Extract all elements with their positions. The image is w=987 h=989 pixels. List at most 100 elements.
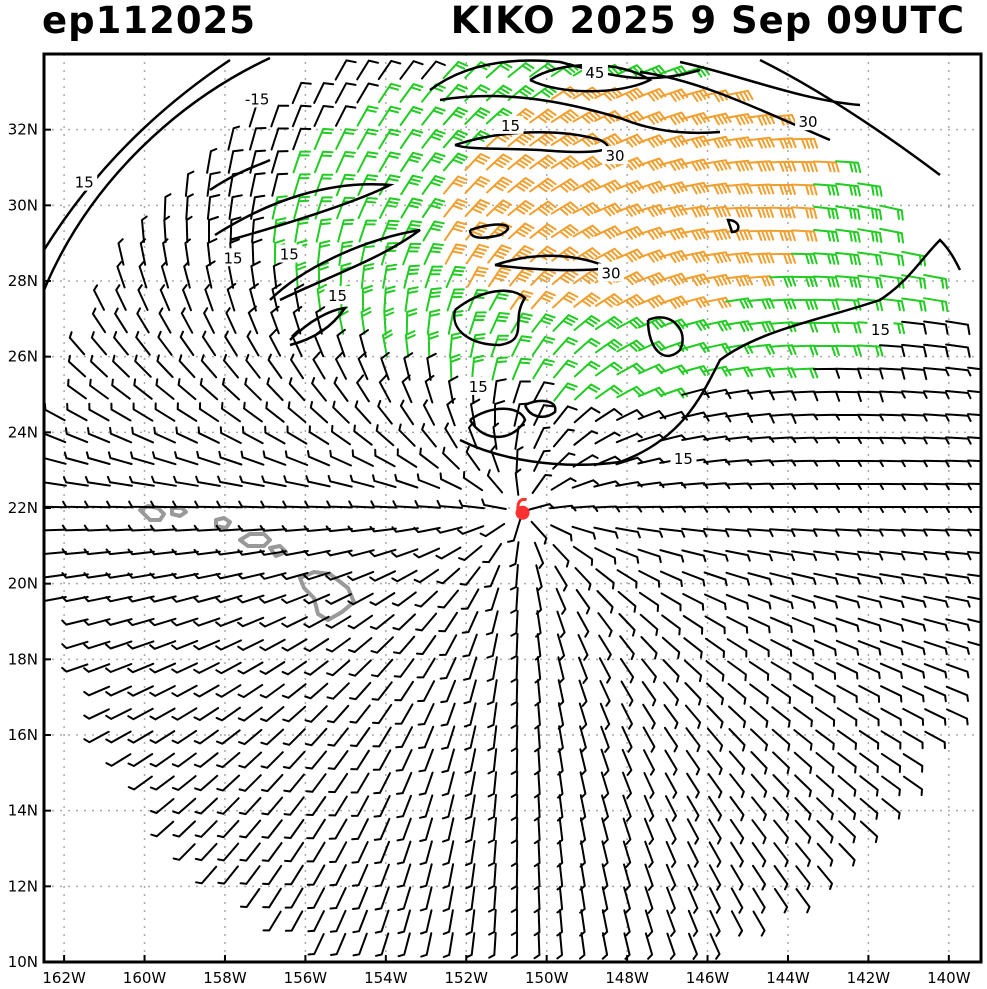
- wind-barb: [105, 663, 133, 673]
- wind-barb: [596, 590, 614, 614]
- wind-barb: [681, 65, 710, 78]
- wind-barb: [449, 353, 461, 381]
- contour-label: 45: [585, 64, 604, 82]
- wind-barb: [349, 727, 371, 747]
- wind-barb: [392, 500, 419, 509]
- wind-barb: [439, 634, 458, 656]
- wind-barb: [327, 750, 349, 770]
- wind-barb: [901, 595, 927, 608]
- wind-barb: [446, 397, 456, 427]
- lat-tick-label: 12N: [8, 877, 38, 895]
- wind-barb: [237, 525, 265, 532]
- wind-barb: [533, 863, 541, 891]
- wind-barb: [616, 316, 645, 330]
- wind-barb: [791, 528, 818, 537]
- wind-barb: [404, 286, 419, 312]
- wind-barb: [460, 588, 480, 610]
- wind-barb: [615, 203, 645, 217]
- wind-barb: [510, 587, 519, 614]
- wind-barb: [703, 571, 728, 587]
- wind-barb: [601, 932, 609, 960]
- wind-barb: [402, 242, 422, 266]
- wind-barb: [127, 524, 155, 532]
- wind-barb: [573, 337, 601, 355]
- wind-barb: [326, 659, 351, 677]
- wind-barb: [681, 88, 710, 103]
- wind-barb: [703, 274, 732, 287]
- wind-barb: [183, 261, 191, 289]
- wind-barb: [171, 707, 198, 721]
- wind-barb: [238, 796, 262, 816]
- wind-barb: [259, 594, 287, 604]
- wind-barb: [369, 592, 396, 606]
- wind-barb: [637, 134, 667, 148]
- contour-label-bg: [497, 115, 524, 134]
- wind-barb: [510, 679, 519, 706]
- wind-barb: [533, 541, 545, 569]
- wind-barb: [392, 613, 416, 631]
- wind-barb: [44, 479, 67, 487]
- wind-barb: [641, 658, 657, 683]
- wind-barb: [284, 887, 304, 909]
- wind-barb: [221, 401, 241, 423]
- wind-barb: [879, 528, 906, 537]
- wind-barb: [282, 728, 306, 746]
- wind-barb: [176, 402, 198, 422]
- wind-barb: [838, 843, 856, 867]
- wind-barb: [134, 354, 152, 378]
- wind-barb: [329, 909, 347, 933]
- wind-barb: [879, 344, 906, 357]
- wind-barb: [442, 840, 455, 866]
- wind-barb: [127, 617, 155, 627]
- wind-barb: [440, 679, 457, 704]
- contour-label-bg: [324, 286, 351, 305]
- wind-barb: [172, 820, 196, 838]
- wind-barb: [813, 321, 840, 334]
- contour-line: [726, 218, 740, 234]
- wind-barb: [729, 773, 745, 799]
- wind-barb: [397, 932, 411, 958]
- wind-barb: [616, 569, 638, 589]
- contour-label: 30: [601, 264, 620, 282]
- wind-barb: [193, 639, 221, 651]
- wind-barb: [643, 772, 655, 799]
- wind-barb: [813, 298, 840, 311]
- wind-barb: [813, 183, 840, 196]
- wind-barb: [623, 863, 631, 891]
- wind-barb: [557, 702, 565, 730]
- wind-barb: [706, 727, 724, 752]
- wind-barb: [347, 592, 374, 606]
- wind-barb: [622, 771, 632, 799]
- wind-barb: [835, 595, 861, 609]
- wind-barb: [398, 423, 416, 447]
- wind-barb: [351, 449, 374, 467]
- wind-barb: [794, 819, 812, 844]
- wind-barb: [725, 389, 754, 400]
- island-outline: [238, 532, 272, 548]
- contour-label: 15: [469, 378, 488, 396]
- wind-barb: [703, 412, 732, 423]
- wind-barb: [687, 841, 699, 868]
- wind-barb: [371, 681, 393, 701]
- lat-tick-label: 24N: [8, 423, 38, 441]
- wind-barb: [600, 725, 610, 753]
- wind-barb: [215, 661, 242, 675]
- wind-barb: [284, 841, 305, 863]
- wind-barb: [354, 400, 372, 425]
- wind-barb: [550, 477, 577, 491]
- wind-barb: [901, 274, 927, 290]
- wind-barb: [374, 448, 396, 468]
- wind-barb: [533, 748, 541, 776]
- wind-barb: [769, 114, 797, 126]
- wind-barb: [283, 475, 309, 488]
- wind-barb: [347, 614, 374, 630]
- wind-barb: [487, 702, 498, 729]
- wind-barb: [442, 863, 455, 889]
- wind-barb: [594, 547, 617, 565]
- wind-barb: [769, 528, 796, 537]
- wind-barb: [347, 570, 375, 582]
- wind-barb: [105, 708, 132, 720]
- wind-barb: [486, 679, 498, 706]
- wind-barb: [751, 819, 767, 845]
- wind-barb: [184, 170, 195, 197]
